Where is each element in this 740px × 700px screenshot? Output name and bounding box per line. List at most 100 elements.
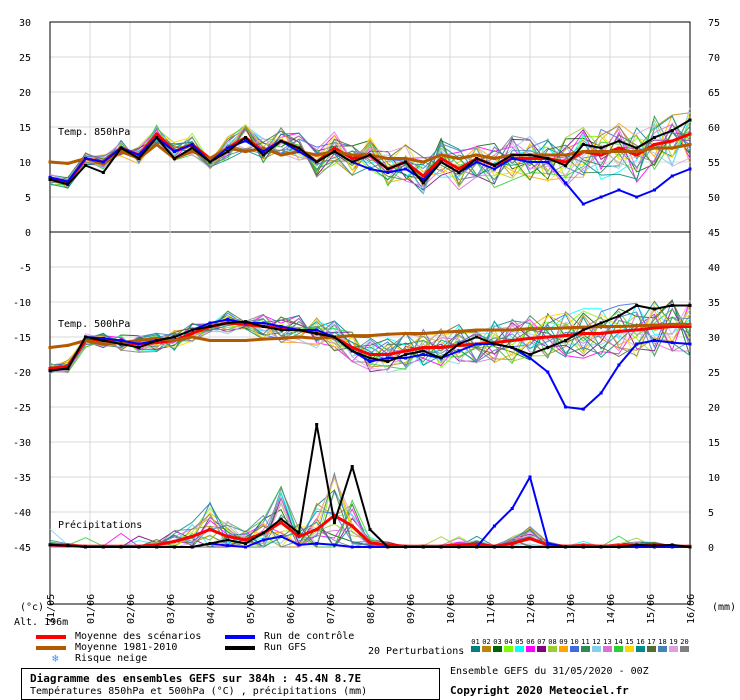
- data-point: [404, 353, 408, 356]
- data-point: [670, 543, 674, 547]
- data-point: [226, 321, 230, 325]
- legend-perturbations: 20 Perturbations: [368, 646, 465, 657]
- data-point: [581, 545, 585, 549]
- panel-label: Précipitations: [58, 519, 142, 531]
- data-point: [368, 545, 372, 549]
- left-tick-label: 15: [19, 123, 31, 134]
- data-point: [172, 545, 176, 549]
- data-point: [172, 539, 176, 543]
- data-point: [688, 545, 692, 549]
- data-point: [137, 157, 141, 160]
- run-info: Ensemble GEFS du 31/05/2020 - 00Z: [450, 666, 649, 677]
- data-point: [528, 157, 532, 160]
- panel-label: Temp. 500hPa: [58, 319, 130, 330]
- data-point: [155, 341, 159, 345]
- data-point: [350, 349, 354, 353]
- data-point: [421, 346, 425, 349]
- data-point: [297, 328, 301, 332]
- data-point: [546, 153, 550, 157]
- data-point: [688, 167, 692, 171]
- data-point: [421, 332, 425, 335]
- data-point: [457, 157, 461, 160]
- legend-swatch-run-gfs: [225, 646, 255, 650]
- legend-run-controle: Run de contrôle: [264, 631, 355, 642]
- data-point: [261, 150, 265, 153]
- perturbation-swatch: [569, 646, 579, 652]
- panel-label: Temp. 850hPa: [58, 127, 130, 138]
- data-point: [368, 360, 372, 363]
- data-point: [386, 157, 390, 160]
- data-point: [492, 164, 496, 167]
- data-point: [350, 524, 354, 528]
- data-point: [350, 545, 354, 549]
- data-point: [510, 545, 514, 549]
- data-point: [688, 304, 692, 307]
- data-point: [617, 363, 621, 367]
- data-point: [670, 322, 674, 326]
- data-point: [439, 160, 443, 164]
- data-point: [208, 321, 212, 325]
- perturbation-number: 06: [526, 638, 535, 646]
- left-tick-label: 30: [19, 18, 31, 29]
- data-point: [546, 327, 550, 331]
- data-point: [155, 132, 159, 136]
- x-tick-label: 08/06: [366, 594, 377, 624]
- data-point: [599, 146, 603, 150]
- data-point: [137, 342, 141, 346]
- data-point: [315, 153, 319, 157]
- data-point: [546, 160, 550, 164]
- data-point: [599, 332, 603, 335]
- data-point: [84, 157, 88, 160]
- data-point: [528, 537, 532, 541]
- data-point: [315, 336, 319, 340]
- data-point: [297, 150, 301, 153]
- data-point: [564, 326, 568, 330]
- perturbation-line: [49, 122, 691, 184]
- data-point: [386, 332, 390, 336]
- data-point: [439, 157, 443, 160]
- data-point: [208, 157, 212, 160]
- data-point: [599, 195, 603, 199]
- data-point: [226, 544, 230, 548]
- data-point: [564, 153, 568, 157]
- perturbation-number: 14: [614, 638, 623, 646]
- right-tick-label: 0: [708, 543, 714, 554]
- perturbation-swatch: [547, 646, 557, 652]
- perturbation-swatch: [503, 646, 513, 652]
- data-point: [652, 307, 656, 311]
- data-point: [244, 136, 248, 139]
- data-point: [635, 328, 639, 332]
- data-point: [350, 157, 354, 160]
- data-point: [421, 178, 425, 181]
- data-point: [101, 339, 105, 342]
- data-point: [404, 545, 408, 549]
- perturbation-number: 10: [570, 638, 579, 646]
- data-point: [546, 346, 550, 349]
- data-point: [439, 346, 443, 349]
- data-point: [475, 335, 479, 339]
- data-point: [155, 545, 159, 549]
- data-point: [546, 370, 550, 374]
- data-point: [101, 171, 105, 174]
- left-tick-label: -20: [13, 368, 31, 379]
- data-point: [510, 328, 514, 332]
- left-tick-label: 25: [19, 53, 31, 64]
- data-point: [492, 157, 496, 160]
- data-point: [581, 143, 585, 146]
- right-tick-label: 70: [708, 53, 720, 64]
- data-point: [546, 542, 550, 545]
- data-point: [404, 356, 408, 360]
- data-point: [279, 521, 283, 524]
- data-point: [652, 544, 656, 548]
- data-point: [279, 535, 283, 538]
- data-point: [48, 160, 52, 164]
- data-point: [84, 335, 88, 339]
- x-tick-label: 05/06: [246, 594, 257, 624]
- perturbation-swatch: [514, 646, 524, 652]
- x-tick-label: 06/06: [286, 594, 297, 624]
- data-point: [279, 325, 283, 328]
- data-point: [617, 146, 621, 150]
- data-point: [208, 160, 212, 164]
- perturbation-item: 16: [635, 638, 646, 654]
